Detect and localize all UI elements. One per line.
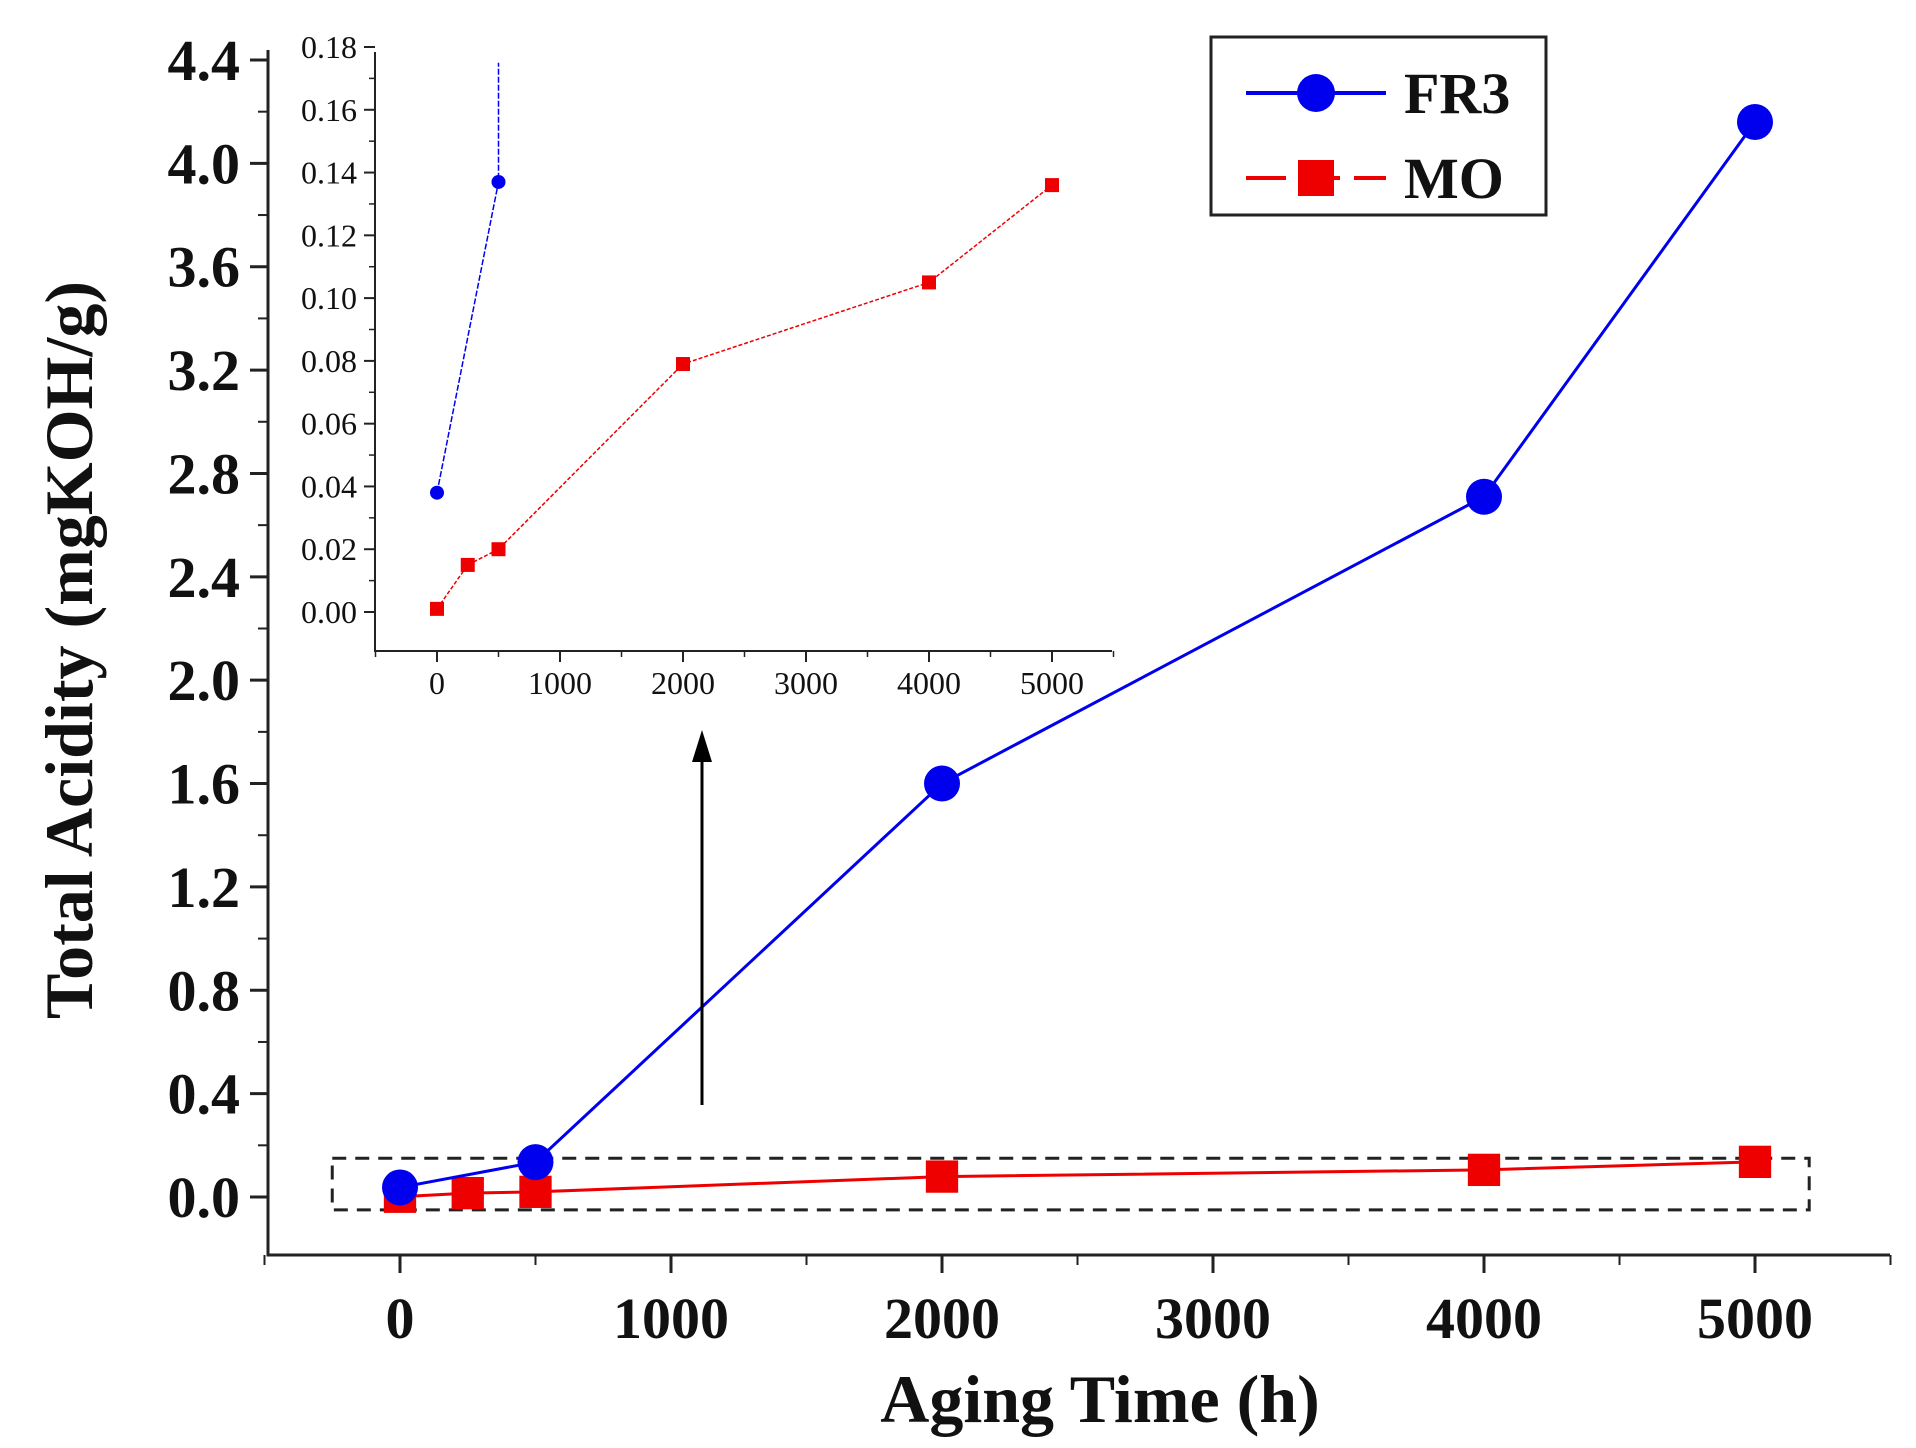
inset-axes-frame xyxy=(374,52,1112,652)
inset-point-mo xyxy=(922,275,936,290)
main-point-fr3 xyxy=(1466,478,1502,515)
y-tick-label: 0.8 xyxy=(168,958,241,1023)
inset-point-mo xyxy=(491,542,506,557)
main-point-mo xyxy=(451,1176,484,1210)
inset-x-tick-label: 4000 xyxy=(897,665,961,701)
y-axis-title: Total Acidity (mgKOH/g) xyxy=(31,281,107,1019)
x-tick-label: 5000 xyxy=(1697,1286,1813,1351)
main-point-fr3 xyxy=(382,1169,418,1206)
y-tick-label: 0.0 xyxy=(168,1165,241,1230)
inset-y-tick-label: 0.06 xyxy=(301,406,357,442)
inset-point-fr3 xyxy=(430,485,444,500)
main-point-fr3 xyxy=(1737,104,1773,141)
inset-y-tick-label: 0.12 xyxy=(301,217,357,253)
y-tick-label: 4.0 xyxy=(168,131,241,196)
inset-line-fr3 xyxy=(436,62,500,493)
inset-line-mo xyxy=(436,184,1053,610)
inset-y-ticks: 0.00 0.02 0.04 0.06 0.08 0.10 0.12 0.14 0.16 0.18 xyxy=(301,29,375,630)
inset-y-tick-label: 0.14 xyxy=(301,155,357,191)
inset-y-tick-label: 0.10 xyxy=(301,280,357,316)
y-tick-label: 3.2 xyxy=(168,338,241,403)
inset-x-tick-label: 5000 xyxy=(1020,665,1084,701)
legend-marker-mo xyxy=(1298,160,1334,196)
inset-x-tick-label: 1000 xyxy=(528,665,592,701)
main-series xyxy=(382,104,1773,1213)
x-tick-label: 4000 xyxy=(1426,1286,1542,1351)
main-axes: 0.0 0.4 0.8 1.2 1.6 2.0 2.4 2.8 3.2 3.6 4.0 4.4 0 10… xyxy=(168,28,1892,1351)
x-axis-title: Aging Time (h) xyxy=(880,1361,1320,1437)
legend-marker-fr3 xyxy=(1297,74,1335,112)
inset-point-mo xyxy=(430,601,444,616)
y-tick-label: 2.8 xyxy=(168,441,241,506)
y-tick-label: 2.4 xyxy=(168,545,241,610)
inset-y-tick-label: 0.18 xyxy=(301,29,357,65)
main-x-ticks: 0 1000 2000 3000 4000 5000 xyxy=(263,1255,1892,1351)
y-tick-label: 0.4 xyxy=(168,1062,241,1127)
inset-axes: 0.00 0.02 0.04 0.06 0.08 0.10 0.12 0.14 0.16 0.18… xyxy=(301,29,1115,701)
y-tick-label: 1.2 xyxy=(168,855,241,920)
main-y-ticks: 0.0 0.4 0.8 1.2 1.6 2.0 2.4 2.8 3.2 3.6 4.0 4.4 xyxy=(168,28,268,1230)
main-axes-frame xyxy=(266,50,1890,1257)
x-tick-label: 0 xyxy=(386,1286,415,1351)
legend-label-mo: MO xyxy=(1404,146,1504,211)
main-point-fr3 xyxy=(517,1144,554,1181)
y-tick-label: 1.6 xyxy=(168,752,241,817)
legend-frame xyxy=(1209,35,1548,217)
main-point-mo xyxy=(1467,1153,1501,1187)
inset-y-tick-label: 0.16 xyxy=(301,92,357,128)
inset-x-ticks: 0 1000 2000 3000 4000 5000 xyxy=(374,651,1115,701)
y-tick-label: 4.4 xyxy=(168,28,241,93)
zoom-arrow xyxy=(692,730,712,1105)
inset-point-mo xyxy=(1045,178,1059,193)
main-line-mo xyxy=(399,1160,1756,1199)
legend-label-fr3: FR3 xyxy=(1404,61,1510,126)
inset-x-tick-label: 0 xyxy=(429,665,445,701)
inset-x-tick-label: 3000 xyxy=(774,665,838,701)
inset-x-tick-label: 2000 xyxy=(651,665,715,701)
legend: FR3 MO xyxy=(1209,35,1548,217)
inset-point-fr3 xyxy=(491,174,506,189)
inset-series xyxy=(430,62,1059,616)
main-point-fr3 xyxy=(924,765,960,802)
main-point-mo xyxy=(1738,1145,1772,1179)
x-tick-label: 1000 xyxy=(613,1286,729,1351)
x-tick-label: 2000 xyxy=(884,1286,1000,1351)
inset-y-tick-label: 0.02 xyxy=(301,531,357,567)
inset-point-mo xyxy=(676,357,690,372)
main-line-fr3 xyxy=(399,121,1757,1189)
inset-y-tick-label: 0.04 xyxy=(301,468,357,504)
inset-point-mo xyxy=(460,557,475,572)
x-tick-label: 3000 xyxy=(1155,1286,1271,1351)
y-tick-label: 2.0 xyxy=(168,648,241,713)
zoom-region-box xyxy=(330,1156,1811,1212)
inset-y-tick-label: 0.00 xyxy=(301,594,357,630)
main-point-mo xyxy=(925,1160,959,1193)
y-tick-label: 3.6 xyxy=(168,235,241,300)
inset-y-tick-label: 0.08 xyxy=(301,343,357,379)
main-point-mo xyxy=(519,1175,552,1208)
